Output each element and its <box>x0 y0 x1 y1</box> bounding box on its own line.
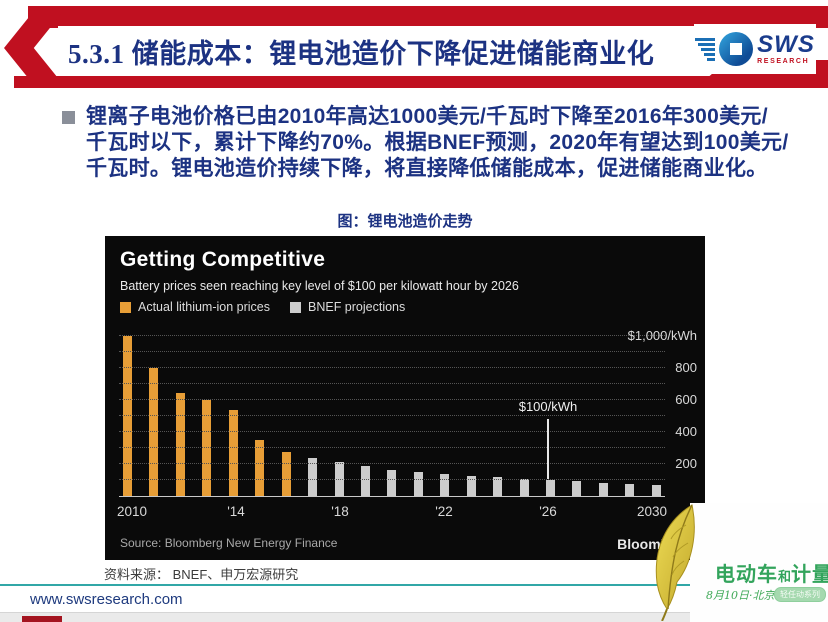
logo-sub: RESEARCH <box>757 58 810 65</box>
legend-label: BNEF projections <box>308 300 406 314</box>
channel-title: 电动车和计量 <box>715 558 828 587</box>
logo-brand: SWS <box>757 31 815 58</box>
bar-2015 <box>255 440 265 496</box>
gridline <box>119 335 665 336</box>
battery-price-chart: Getting Competitive Battery prices seen … <box>105 236 705 560</box>
bar-2023 <box>466 475 476 496</box>
chart-source: Source: Bloomberg New Energy Finance <box>120 536 338 550</box>
bar-2029 <box>625 483 635 496</box>
plot-area: $100/kWh <box>119 335 665 497</box>
chart-legend: Actual lithium-ion prices BNEF projection… <box>120 300 405 314</box>
gridline <box>119 479 665 480</box>
gridline <box>119 367 665 368</box>
logo-text: SWS RESEARCH <box>757 31 815 66</box>
channel-title-part2: 和 <box>778 569 792 584</box>
annotation-label: $100/kWh <box>518 399 578 414</box>
y-axis-tick-label: 400 <box>675 424 697 439</box>
bar-2028 <box>598 482 608 496</box>
annotation-line <box>547 419 549 479</box>
bar-2021 <box>413 472 423 496</box>
bottom-strip <box>0 612 828 622</box>
x-axis-tick-label: '18 <box>331 504 349 519</box>
gridline <box>119 415 665 416</box>
channel-series-badge: 轻任动系列 <box>774 587 826 602</box>
figure-caption: 图：锂电池造价走势 <box>337 213 473 230</box>
feather-icon <box>655 504 695 621</box>
x-axis-tick-label: '14 <box>227 504 245 519</box>
gridline <box>119 351 665 352</box>
bar-2024 <box>493 477 503 496</box>
y-axis-tick-label: 200 <box>675 456 697 471</box>
bar-2026 <box>546 480 555 496</box>
bar-2027 <box>572 481 582 496</box>
bar-2017 <box>308 457 318 496</box>
bullet-square-icon <box>62 111 75 124</box>
bottom-red-marker <box>22 616 62 622</box>
bar-2030 <box>651 484 661 496</box>
gridline <box>119 431 665 432</box>
channel-watermark-card: 电动车和计量 8月10日·北京 轻任动系列 <box>690 503 828 622</box>
bar-2013 <box>202 400 212 496</box>
bar-2019 <box>360 465 370 496</box>
bar-2022 <box>440 473 450 496</box>
chart-title: Getting Competitive <box>120 248 326 271</box>
source-note: 资料来源： BNEF、申万宏源研究 <box>104 567 299 582</box>
y-axis-tick-label: 600 <box>675 392 697 407</box>
channel-title-part1: 电动车 <box>715 564 778 586</box>
x-axis-tick-label: '22 <box>435 504 453 519</box>
y-axis-tick-label: $1,000/kWh <box>627 328 697 343</box>
bar-2011 <box>149 368 159 496</box>
header-red-underline <box>14 76 828 88</box>
header-title-box: 5.3.1 储能成本：锂电池造价下降促进储能商业化 <box>58 26 694 76</box>
bars-container <box>123 336 661 496</box>
page-title: 5.3.1 储能成本：锂电池造价下降促进储能商业化 <box>68 38 655 69</box>
gridline <box>119 447 665 448</box>
bar-2010 <box>123 336 132 496</box>
bar-2012 <box>175 392 185 496</box>
legend-swatch-icon <box>120 301 131 313</box>
bar-2016 <box>281 452 291 496</box>
channel-date: 8月10日·北京 <box>706 589 775 602</box>
gridline <box>119 383 665 384</box>
legend-item: BNEF projections <box>290 300 405 314</box>
gridline <box>119 399 665 400</box>
x-axis-tick-label: '26 <box>539 504 557 519</box>
x-axis-tick-label: 2030 <box>636 504 668 519</box>
bar-2014 <box>228 409 238 496</box>
bar-2020 <box>387 470 397 496</box>
logo-stripes-icon <box>695 37 716 61</box>
gridline <box>119 463 665 464</box>
x-axis-tick-label: 2010 <box>116 504 148 519</box>
header-red-band <box>28 6 828 28</box>
bullet-row: 锂离子电池价格已由2010年高达1000美元/千瓦时下降至2016年300美元/… <box>62 104 810 182</box>
y-axis-tick-label: 800 <box>675 360 697 375</box>
legend-label: Actual lithium-ion prices <box>138 300 270 314</box>
globe-icon <box>719 32 754 66</box>
sws-logo: SWS RESEARCH <box>694 24 816 74</box>
footer-rule <box>0 584 828 586</box>
footer-url-link[interactable]: www.swsresearch.com <box>30 591 183 608</box>
bar-2025 <box>519 478 529 496</box>
bullet-text: 锂离子电池价格已由2010年高达1000美元/千瓦时下降至2016年300美元/… <box>86 105 789 180</box>
legend-swatch-icon <box>290 301 301 313</box>
chart-subtitle: Battery prices seen reaching key level o… <box>120 279 519 293</box>
legend-item: Actual lithium-ion prices <box>120 300 270 314</box>
channel-title-part3: 计量 <box>791 564 828 586</box>
